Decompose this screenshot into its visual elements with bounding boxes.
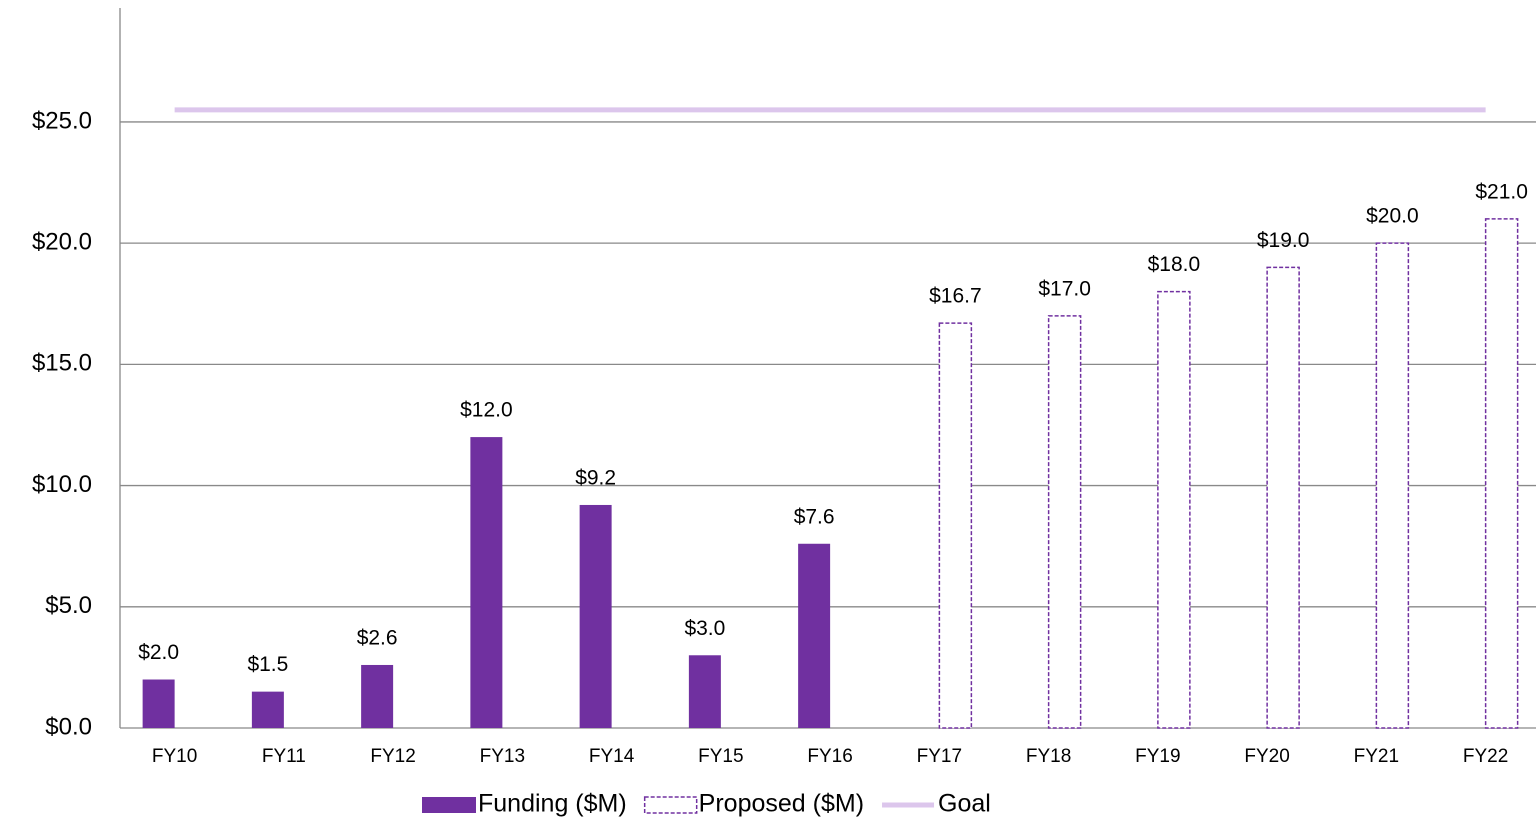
x-tick-label: FY17 <box>917 746 962 767</box>
y-tick-label: $10.0 <box>32 471 92 498</box>
data-label: $3.0 <box>684 617 725 640</box>
y-tick-label: $0.0 <box>45 713 92 740</box>
bar <box>798 543 831 728</box>
y-tick-label: $25.0 <box>32 107 92 134</box>
bar <box>1266 266 1300 729</box>
bar <box>579 504 612 728</box>
bar <box>938 322 973 729</box>
x-tick-label: FY13 <box>480 746 525 767</box>
bar <box>1157 290 1191 729</box>
legend-swatch <box>643 796 698 814</box>
bar <box>1047 315 1082 729</box>
x-tick-label: FY10 <box>152 746 197 767</box>
bar <box>361 664 394 728</box>
legend-label: Goal <box>938 790 991 818</box>
data-label: $1.5 <box>247 653 288 676</box>
y-tick-label: $5.0 <box>45 592 92 619</box>
bar <box>1375 242 1410 729</box>
data-label: $12.0 <box>460 399 513 422</box>
x-tick-label: FY22 <box>1463 746 1508 767</box>
legend-label: Funding ($M) <box>478 790 627 818</box>
x-tick-label: FY16 <box>807 746 852 767</box>
data-label: $18.0 <box>1148 253 1201 276</box>
x-tick-label: FY14 <box>589 746 635 767</box>
data-label: $17.0 <box>1038 277 1091 300</box>
x-tick-label: FY18 <box>1026 746 1071 767</box>
x-tick-label: FY20 <box>1244 746 1289 767</box>
data-label: $2.6 <box>357 627 398 650</box>
data-label: $9.2 <box>575 467 616 490</box>
data-label: $2.0 <box>138 641 179 664</box>
x-tick-label: FY12 <box>370 746 415 767</box>
data-label: $16.7 <box>929 285 982 308</box>
legend-swatch <box>422 797 476 813</box>
data-label: $19.0 <box>1257 229 1310 252</box>
bar <box>688 655 721 728</box>
data-label: $21.0 <box>1475 180 1528 203</box>
y-tick-label: $15.0 <box>32 350 92 377</box>
x-tick-label: FY15 <box>698 746 743 767</box>
x-tick-label: FY11 <box>262 746 306 767</box>
data-label: $20.0 <box>1366 205 1419 228</box>
bar <box>142 679 175 728</box>
y-tick-label: $20.0 <box>32 228 92 255</box>
legend-label: Proposed ($M) <box>699 790 864 818</box>
bar <box>1484 218 1519 729</box>
bar <box>251 691 284 728</box>
bar <box>470 437 503 728</box>
data-label: $7.6 <box>794 505 835 528</box>
x-tick-label: FY19 <box>1135 746 1180 767</box>
x-tick-label: FY21 <box>1354 746 1399 767</box>
